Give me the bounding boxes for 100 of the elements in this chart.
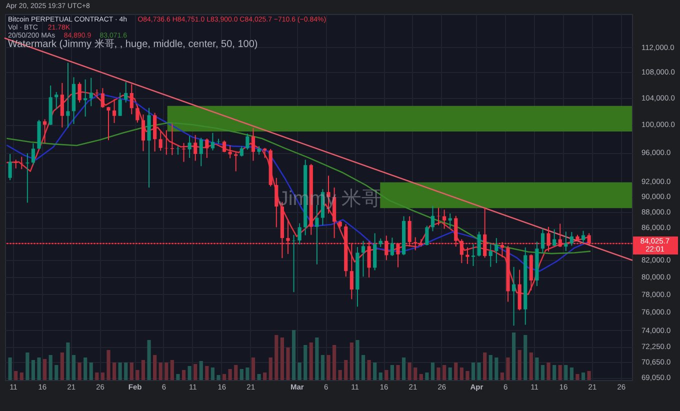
bar <box>205 366 209 380</box>
candlestick <box>430 206 435 232</box>
bar <box>396 365 400 380</box>
candlestick <box>153 112 157 152</box>
bar <box>37 358 41 380</box>
bar <box>442 365 446 380</box>
bar <box>72 355 76 380</box>
candlestick <box>176 146 180 156</box>
bar <box>20 372 24 380</box>
candlestick <box>100 88 105 108</box>
bar <box>234 365 238 380</box>
candlestick <box>292 234 296 293</box>
bar <box>344 360 348 380</box>
candlestick <box>442 209 446 230</box>
bar <box>448 368 452 380</box>
bar <box>48 355 52 380</box>
bar <box>199 361 203 380</box>
bar <box>535 358 539 380</box>
candlestick <box>263 147 267 158</box>
bar <box>373 362 377 380</box>
candlestick <box>251 128 256 162</box>
bar <box>60 352 64 380</box>
bar <box>298 362 302 380</box>
bar <box>292 330 296 380</box>
bar <box>251 358 256 380</box>
bar <box>54 365 58 380</box>
candlestick <box>240 146 244 157</box>
candlestick <box>471 244 476 267</box>
bar <box>315 338 319 380</box>
bar <box>390 365 394 380</box>
candlestick <box>466 246 470 264</box>
candlestick <box>512 266 516 326</box>
candlestick <box>188 136 192 158</box>
bar <box>338 370 342 380</box>
bar <box>78 362 82 380</box>
bar <box>558 365 562 380</box>
bar <box>402 358 406 380</box>
candlestick <box>136 105 140 124</box>
bar <box>477 362 481 380</box>
bar <box>529 352 533 380</box>
bar <box>494 358 498 380</box>
bar <box>240 369 244 380</box>
candlestick <box>210 132 215 151</box>
bar <box>66 342 70 380</box>
bar <box>182 370 186 380</box>
bar <box>194 364 198 380</box>
bar <box>506 358 510 380</box>
bar <box>228 369 232 380</box>
bar <box>153 355 157 380</box>
bar <box>414 368 418 380</box>
bar <box>483 352 487 380</box>
candlestick <box>141 114 146 152</box>
bar <box>188 366 192 380</box>
candlestick <box>43 118 47 144</box>
bar <box>210 368 215 380</box>
candlestick <box>373 232 377 271</box>
bar <box>587 371 591 380</box>
bar <box>546 362 550 380</box>
bar <box>176 374 180 380</box>
bar <box>263 372 267 380</box>
bar <box>471 362 476 380</box>
bar <box>419 374 423 380</box>
bar <box>436 368 440 380</box>
bar <box>384 370 388 380</box>
bar <box>147 340 151 380</box>
candlestick <box>570 232 574 246</box>
bar <box>430 362 435 380</box>
bar <box>246 368 250 380</box>
bar <box>257 374 261 380</box>
candlestick <box>540 228 545 254</box>
bar <box>356 340 360 380</box>
bar <box>361 355 366 380</box>
candlestick <box>246 133 250 150</box>
candlestick <box>228 144 232 159</box>
bar <box>14 371 18 380</box>
bar <box>378 372 382 380</box>
candlestick <box>60 82 64 128</box>
bar <box>112 362 116 380</box>
candlestick <box>488 244 492 268</box>
bar <box>170 360 174 380</box>
bar <box>466 371 470 380</box>
bar <box>425 372 429 380</box>
candlestick <box>361 240 366 278</box>
bar <box>118 362 122 380</box>
bar <box>564 365 568 380</box>
bar <box>130 362 134 380</box>
candlestick <box>234 152 238 172</box>
bar <box>95 372 99 380</box>
candlestick <box>118 92 122 116</box>
candlestick <box>194 134 198 162</box>
candlestick <box>182 142 186 162</box>
bar <box>136 370 140 380</box>
bar <box>488 355 492 380</box>
candlestick <box>581 230 586 244</box>
bar <box>158 362 162 380</box>
candlestick <box>390 237 394 257</box>
candlestick <box>54 92 58 110</box>
candlestick <box>8 153 12 181</box>
candlestick <box>494 238 498 264</box>
candlestick <box>205 138 209 158</box>
